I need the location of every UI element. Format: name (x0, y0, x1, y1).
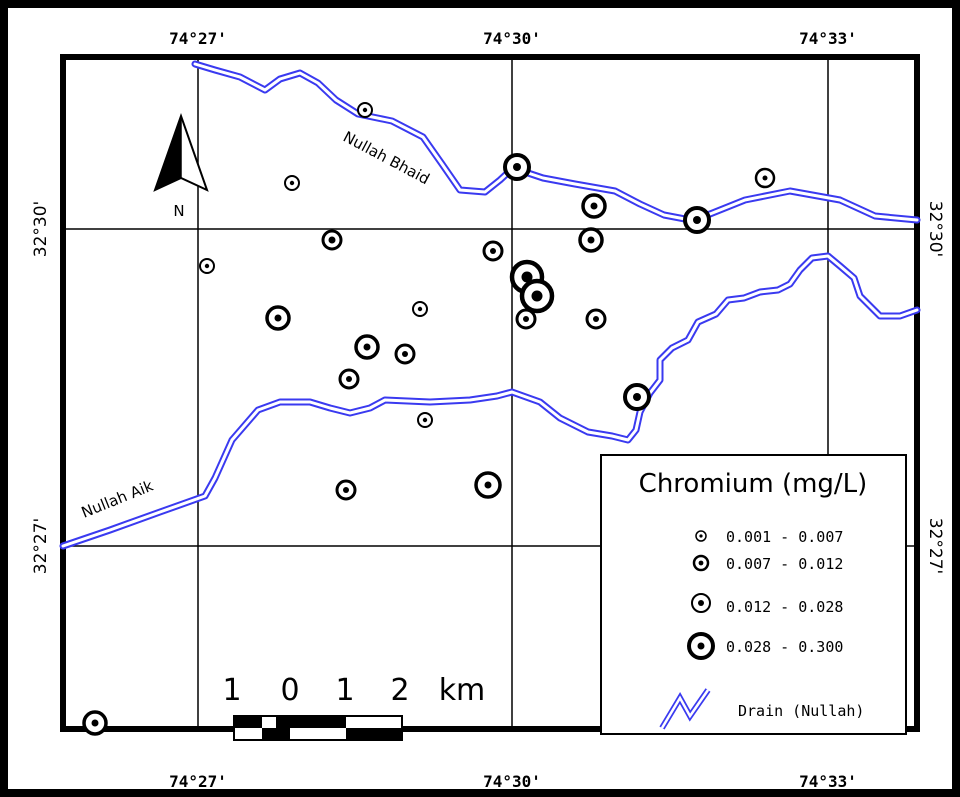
sample-point (519, 278, 555, 314)
sample-point (578, 227, 604, 253)
scale-tick-1-left: 1 (222, 673, 241, 708)
sample-point (412, 301, 428, 317)
legend-label-class-2: 0.007 - 0.012 (726, 555, 843, 573)
legend-symbol-class-3 (691, 593, 711, 613)
legend-drain-icon (659, 688, 711, 730)
lon-label-bottom-center: 74°30' (483, 772, 541, 791)
scale-tick-2: 2 (390, 673, 409, 708)
sample-point (474, 471, 502, 499)
drain-nullah-aik (59, 252, 921, 550)
sample-point (284, 175, 300, 191)
scale-tick-0: 0 (280, 673, 299, 708)
sample-point (354, 334, 380, 360)
lon-label-top-east: 74°33' (799, 29, 857, 48)
legend-box (600, 454, 907, 735)
legend-label-class-3: 0.012 - 0.028 (726, 598, 843, 616)
lon-label-bottom-east: 74°33' (799, 772, 857, 791)
sample-point (199, 258, 215, 274)
lon-label-bottom-west: 74°27' (169, 772, 227, 791)
sample-point (338, 368, 360, 390)
sample-point (417, 412, 433, 428)
sample-point (82, 710, 108, 736)
lat-label-left-south: 32°27' (31, 518, 51, 574)
sample-point (585, 308, 607, 330)
legend-label-class-4: 0.028 - 0.300 (726, 638, 843, 656)
legend-symbol-class-2 (692, 554, 710, 572)
north-label: N (173, 202, 184, 220)
sample-point (754, 167, 776, 189)
sample-point (394, 343, 416, 365)
sample-point (515, 308, 537, 330)
sample-point (321, 229, 343, 251)
sample-point (623, 383, 651, 411)
lon-label-top-west: 74°27' (169, 29, 227, 48)
drain-nullah-bhaid (191, 60, 921, 224)
lat-label-right-north: 32°30' (925, 201, 945, 257)
legend-symbol-class-4 (687, 632, 715, 660)
sample-point (503, 153, 531, 181)
lon-label-top-center: 74°30' (483, 29, 541, 48)
legend-label-drain: Drain (Nullah) (738, 702, 864, 720)
lat-label-right-south: 32°27' (925, 518, 945, 574)
legend-title: Chromium (mg/L) (639, 469, 868, 499)
scale-tick-1: 1 (335, 673, 354, 708)
sample-point (265, 305, 291, 331)
north-arrow: N (153, 112, 209, 220)
legend-symbol-class-1 (695, 530, 707, 542)
legend-label-class-1: 0.001 - 0.007 (726, 528, 843, 546)
scale-unit: km (439, 673, 486, 708)
sample-points (82, 102, 776, 736)
sample-point (683, 206, 711, 234)
scale-bar: 1 0 1 2 km (222, 673, 486, 741)
lat-label-left-north: 32°30' (31, 201, 51, 257)
sample-point (482, 240, 504, 262)
sample-point (357, 102, 373, 118)
legend: Chromium (mg/L) 0.001 - 0.007 0.007 - 0.… (600, 454, 907, 735)
sample-point (335, 479, 357, 501)
sample-point (581, 193, 607, 219)
